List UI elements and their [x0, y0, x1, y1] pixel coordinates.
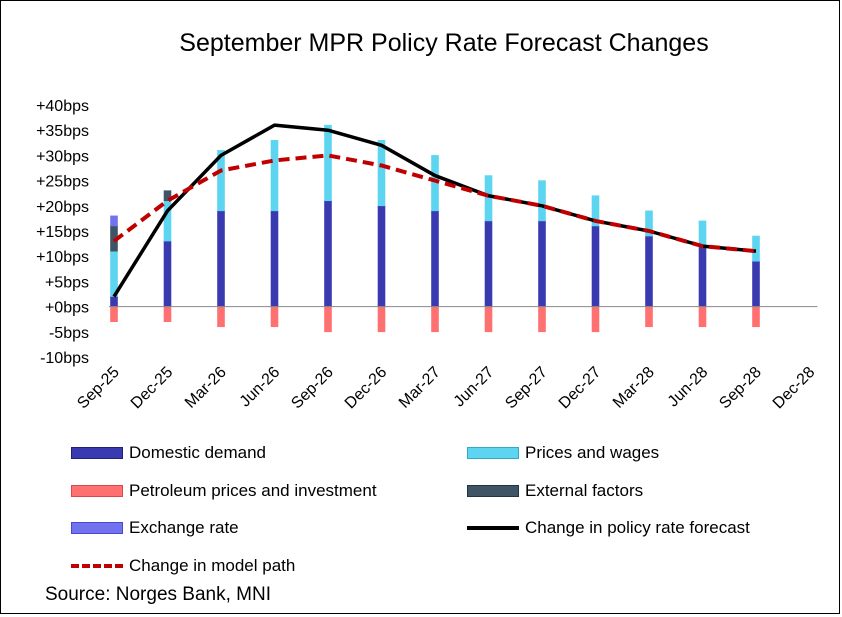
y-tick-label: +35bps [36, 123, 89, 140]
y-axis-ticks: +40bps +35bps +30bps +25bps +20bps +15bps +10b… [36, 98, 89, 367]
x-tick-label: Mar-28 [610, 364, 658, 412]
bar-petroleum-prices-and-investment [698, 306, 707, 328]
line-change-in-model-path [112, 153, 757, 254]
bar-external-factors [163, 190, 172, 202]
bar-prices-and-wages [752, 235, 760, 262]
bar-domestic-demand [538, 220, 546, 307]
bar-domestic-demand [270, 210, 279, 307]
bar-petroleum-prices-and-investment [217, 306, 225, 328]
y-tick-label: +25bps [36, 174, 89, 191]
bar-petroleum-prices-and-investment [431, 306, 439, 333]
bar-petroleum-prices-and-investment [538, 306, 546, 333]
bar-prices-and-wages [217, 150, 225, 212]
x-tick-label: Dec-27 [556, 364, 605, 413]
bar-petroleum-prices-and-investment [324, 306, 332, 333]
bar-petroleum-prices-and-investment [591, 306, 600, 333]
bar-domestic-demand [377, 205, 386, 307]
y-tick-label: +20bps [36, 199, 89, 216]
y-tick-label: +30bps [36, 148, 89, 165]
y-tick-label: +40bps [36, 98, 89, 115]
bar-domestic-demand [484, 220, 493, 307]
bar-petroleum-prices-and-investment [377, 306, 386, 333]
x-tick-label: Mar-27 [396, 364, 444, 412]
bar-exchange-rate [110, 215, 118, 227]
bar-domestic-demand [431, 210, 439, 307]
x-tick-label: Sep-27 [502, 364, 551, 413]
bar-prices-and-wages [324, 124, 332, 202]
x-axis-ticks: Sep-25 Dec-25 Mar-26 Jun-26 Sep-26 Dec-26 Mar-… [74, 364, 818, 413]
bar-prices-and-wages [591, 195, 600, 227]
bar-petroleum-prices-and-investment [270, 306, 279, 328]
bar-petroleum-prices-and-investment [752, 306, 760, 328]
bar-petroleum-prices-and-investment [645, 306, 653, 328]
y-tick-label: +10bps [36, 249, 89, 266]
bar-prices-and-wages [698, 220, 707, 247]
x-tick-label: Sep-26 [288, 364, 337, 413]
bars-layer [110, 124, 760, 333]
bar-domestic-demand [110, 296, 118, 307]
bar-domestic-demand [591, 225, 600, 307]
bar-domestic-demand [752, 260, 760, 307]
y-tick-label: +15bps [36, 224, 89, 241]
x-tick-label: Dec-28 [770, 364, 819, 413]
x-tick-label: Dec-26 [342, 364, 391, 413]
bar-prices-and-wages [538, 180, 546, 222]
y-tick-label: +0bps [45, 300, 89, 317]
bar-prices-and-wages [270, 139, 279, 212]
bar-petroleum-prices-and-investment [163, 306, 172, 323]
chart-title: September MPR Policy Rate Forecast Chang… [179, 29, 709, 57]
bar-domestic-demand [324, 200, 332, 307]
y-tick-label: -10bps [40, 350, 89, 367]
bar-domestic-demand [698, 245, 707, 307]
x-tick-label: Jun-28 [665, 364, 712, 411]
x-tick-label: Sep-25 [74, 364, 123, 413]
y-tick-label: +5bps [45, 274, 89, 291]
bar-prices-and-wages [377, 139, 386, 207]
y-tick-label: -5bps [49, 325, 89, 342]
x-tick-label: Jun-26 [237, 364, 284, 411]
bar-prices-and-wages [484, 175, 493, 222]
source-note: Source: Norges Bank, MNI [45, 584, 271, 605]
bar-petroleum-prices-and-investment [484, 306, 493, 333]
x-tick-label: Mar-26 [182, 364, 230, 412]
bar-domestic-demand [217, 210, 225, 307]
bar-petroleum-prices-and-investment [110, 306, 118, 323]
bar-domestic-demand [163, 240, 172, 307]
x-tick-label: Dec-25 [128, 364, 177, 413]
bar-prices-and-wages [645, 210, 653, 237]
x-tick-label: Sep-28 [716, 364, 765, 413]
lines-layer [112, 123, 757, 298]
x-tick-label: Jun-27 [451, 364, 498, 411]
bar-domestic-demand [645, 235, 653, 307]
